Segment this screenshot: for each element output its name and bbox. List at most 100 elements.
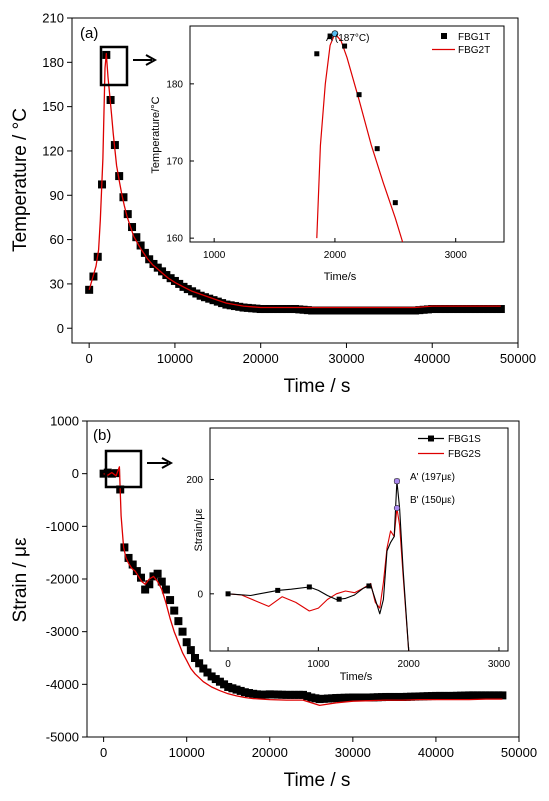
fbg1t-marker (132, 233, 141, 242)
main-b-x-tick-label: 50000 (501, 745, 537, 760)
fbg1t-marker (162, 271, 171, 280)
fbg1s-marker (369, 693, 378, 702)
fbg1s-marker (132, 567, 141, 576)
fbg1s-marker (232, 685, 241, 694)
inset-plot-b (225, 478, 410, 651)
fbg1t-marker (123, 210, 132, 219)
fbg1t-marker (402, 306, 411, 315)
inset-b-x-tick-label: 2000 (398, 659, 421, 670)
fbg1s-marker (137, 573, 145, 582)
fbg1s-marker (215, 677, 224, 686)
fbg1s-marker (386, 692, 395, 701)
fbg1s-marker (340, 693, 349, 702)
fbg1t-marker (436, 305, 445, 314)
inset-fbg2t-line (316, 33, 404, 242)
fbg1s-marker (294, 690, 303, 699)
fbg1s-marker (477, 691, 486, 700)
fbg1s-marker (290, 690, 299, 699)
fbg1t-marker (351, 306, 360, 315)
fbg1t-marker (269, 305, 278, 314)
fbg1s-marker (448, 691, 457, 700)
annotation-point-a: A (187°C) (326, 33, 369, 44)
fbg1s-marker (211, 675, 220, 684)
main-b-x-tick-label: 30000 (335, 745, 371, 760)
inset-y-axis-label-a: Temperature/°C (150, 96, 162, 173)
fbg1t-marker (346, 306, 355, 315)
temperature-chart: 0 10000 20000 30000 40000 50000 0 30 60 90 120 150 1… (10, 11, 536, 397)
inset-b-x-tick-label: 3000 (488, 659, 511, 670)
fbg1t-marker (140, 248, 149, 257)
main-a-y-tick-label: 150 (42, 99, 64, 114)
fbg1t-marker (291, 305, 299, 314)
fbg1s-marker (282, 690, 291, 699)
fbg1s-marker (199, 664, 208, 673)
fbg1s-marker (485, 691, 494, 700)
fbg1s-marker (278, 690, 287, 699)
fbg1t-marker (342, 306, 351, 315)
fbg1t-marker (170, 276, 179, 285)
fbg1s-marker (365, 693, 374, 702)
main-a-y-tick-label: 60 (50, 232, 64, 247)
fbg1t-marker (441, 305, 450, 314)
inset-fbg1t-marker (327, 33, 333, 39)
fbg1s-marker (161, 585, 170, 594)
inset-a-y-tick-label: 170 (166, 157, 183, 168)
inset-frame-b (209, 427, 509, 652)
inset-fbg1t-marker (342, 43, 348, 49)
y-axis-label-b: Strain / με (10, 537, 31, 622)
inset-b-y-tick-label: 0 (197, 589, 203, 600)
fbg1s-marker (315, 695, 324, 704)
main-b-y-tick-label: -2000 (46, 572, 79, 587)
fbg1s-marker (419, 692, 428, 701)
fbg1t-marker (363, 306, 372, 315)
fbg1t-marker (85, 285, 94, 294)
inset-fbg1t-marker (314, 51, 320, 57)
fbg1s-marker (415, 692, 424, 701)
fbg1s-marker (265, 690, 274, 699)
peak-marker-a (331, 30, 339, 38)
peak-marker-a-prime (393, 478, 400, 485)
legend-label-fbg2s: FBG2S (448, 449, 481, 460)
fbg1s-marker (452, 691, 461, 700)
fbg1t-marker (492, 305, 501, 314)
fbg1s-marker (220, 680, 229, 689)
zoom-arrow-head-b (161, 457, 174, 469)
fbg1s-marker (431, 691, 440, 700)
fbg1t-marker (462, 305, 471, 314)
fbg1t-marker (471, 305, 480, 314)
inset-fbg1t-marker (392, 200, 398, 206)
fbg1t-marker (312, 306, 321, 315)
fbg1s-marker (253, 690, 262, 699)
zoom-box-b (104, 449, 143, 489)
fbg1s-marker (303, 692, 312, 701)
inset-fbg1t-marker (374, 146, 380, 152)
fbg1t-marker (325, 306, 334, 315)
fbg1s-marker (153, 569, 162, 578)
fbg1s-marker (456, 691, 465, 700)
fbg1s-marker (103, 468, 112, 477)
fbg1s-marker (398, 692, 407, 701)
annotation-point-b-prime: B' (150με) (410, 495, 455, 506)
fbg1s-marker (344, 693, 353, 702)
main-a-y-tick-label: 90 (50, 188, 64, 203)
fbg1s-marker (245, 689, 253, 698)
fbg1s-marker (224, 682, 233, 691)
fbg1t-marker (398, 306, 407, 315)
legend-label-fbg1t: FBG1T (458, 32, 490, 43)
fbg1s-marker (494, 691, 503, 700)
fbg1s-marker (120, 543, 129, 552)
fbg1t-marker (453, 305, 462, 314)
fbg1t-marker (496, 305, 505, 314)
fbg1s-marker (145, 580, 154, 589)
main-b-x-tick-label: 10000 (169, 745, 205, 760)
fbg1t-marker (153, 263, 162, 272)
fbg1s-marker (353, 693, 361, 702)
inset-a-x-tick-label: 1000 (203, 250, 226, 261)
main-b-x-tick-label: 40000 (418, 745, 454, 760)
fbg1s-marker (328, 694, 337, 703)
fbg1s-marker (332, 694, 341, 703)
inset-a-x-tick-label: 3000 (445, 250, 468, 261)
fbg1s-marker (469, 691, 478, 700)
inset-fbg1s-marker (336, 596, 342, 602)
